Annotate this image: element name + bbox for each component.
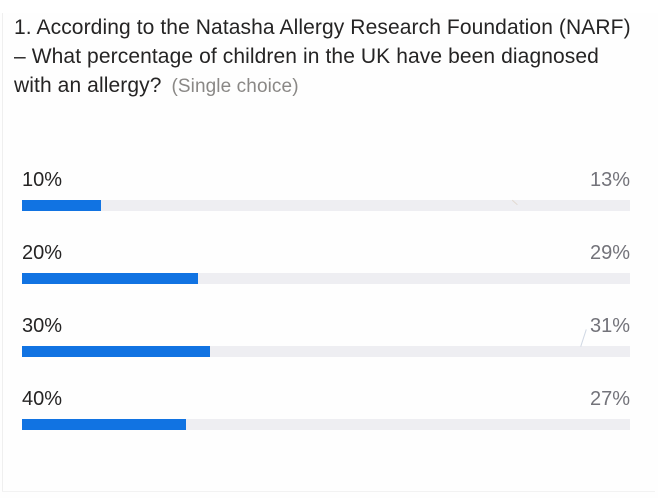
question-title: 1. According to the Natasha Allergy Rese… (14, 13, 632, 101)
bar-fill (22, 200, 102, 211)
results-bar-chart: 10% 13% 20% 29% 30% 31% (22, 167, 630, 430)
option-label: 40% (22, 388, 63, 410)
card-bottom-edge (2, 491, 655, 492)
option-label: 10% (22, 169, 63, 191)
option-head: 10% 13% (22, 167, 630, 193)
card-left-edge (2, 13, 3, 492)
bar-track (22, 200, 630, 211)
survey-results-card: 1. According to the Natasha Allergy Rese… (0, 13, 658, 498)
option-row-30: 30% 31% (22, 313, 630, 357)
option-result-value: 13% (589, 169, 630, 191)
question-text: 1. According to the Natasha Allergy Rese… (14, 16, 631, 97)
bar-fill (22, 419, 187, 430)
option-row-10: 10% 13% (22, 167, 630, 211)
option-head: 20% 29% (22, 240, 630, 266)
question-type-hint: (Single choice) (171, 76, 299, 97)
option-label: 20% (22, 242, 63, 264)
option-head: 40% 27% (22, 386, 630, 412)
bar-track (22, 346, 630, 357)
option-row-40: 40% 27% (22, 386, 630, 430)
bar-fill (22, 346, 211, 357)
option-label: 30% (22, 315, 63, 337)
option-row-20: 20% 29% (22, 240, 630, 284)
bar-fill (22, 273, 199, 284)
bar-track (22, 419, 630, 430)
option-result-value: 31% (589, 315, 630, 337)
option-result-value: 27% (589, 388, 630, 410)
bar-track (22, 273, 630, 284)
option-head: 30% 31% (22, 313, 630, 339)
option-result-value: 29% (589, 242, 630, 264)
